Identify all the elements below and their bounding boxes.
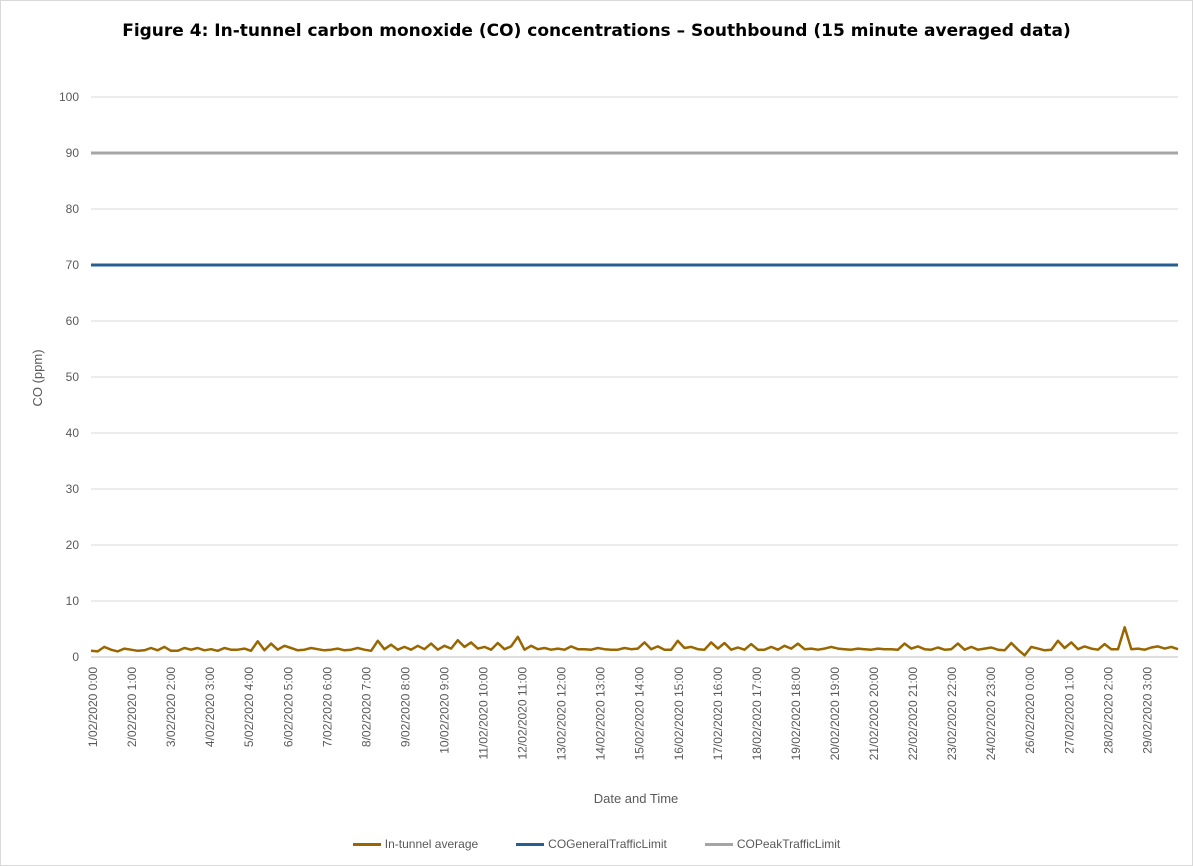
chart-title: Figure 4: In-tunnel carbon monoxide (CO)… [122, 21, 1071, 41]
x-tick-label: 20/02/2020 19:00 [828, 667, 842, 761]
x-tick-label: 26/02/2020 0:00 [1023, 667, 1037, 754]
x-tick-label: 9/02/2020 8:00 [398, 667, 412, 747]
x-tick-label: 21/02/2020 20:00 [867, 667, 881, 761]
x-tick-label: 14/02/2020 13:00 [594, 667, 608, 761]
legend-swatch [352, 842, 381, 846]
x-tick-label: 10/02/2020 9:00 [437, 667, 451, 754]
y-axis-title: CO (ppm) [30, 349, 45, 406]
x-tick-label: 29/02/2020 3:00 [1140, 667, 1154, 754]
x-tick-label: 8/02/2020 7:00 [359, 667, 373, 747]
legend: In-tunnel average COGeneralTrafficLimit CO… [1, 837, 1192, 851]
y-tick-label: 30 [66, 482, 80, 496]
y-tick-label: 60 [66, 314, 80, 328]
x-tick-label: 5/02/2020 4:00 [242, 667, 256, 747]
x-tick-label: 15/02/2020 14:00 [633, 667, 647, 761]
x-tick-label: 24/02/2020 23:00 [984, 667, 998, 761]
x-tick-label: 28/02/2020 2:00 [1101, 667, 1115, 754]
y-tick-label: 100 [59, 90, 79, 104]
legend-swatch [516, 842, 545, 846]
gridlines [91, 96, 1178, 658]
series-line-in-tunnel-average [90, 626, 1179, 657]
x-axis-title: Date and Time [594, 791, 679, 806]
x-tick-label: 22/02/2020 21:00 [906, 667, 920, 761]
legend-entry: COGeneralTrafficLimit [516, 837, 667, 851]
y-tick-label: 70 [66, 258, 80, 272]
x-tick-label: 2/02/2020 1:00 [125, 667, 139, 747]
x-tick-label: 16/02/2020 15:00 [672, 667, 686, 761]
x-tick-label: 13/02/2020 12:00 [555, 667, 569, 761]
series-lines [90, 151, 1179, 657]
x-tick-labels: 1/02/2020 0:00 2/02/2020 1:00 3/02/2020 2:… [86, 667, 1154, 761]
legend-entry: In-tunnel average [352, 837, 479, 851]
x-tick-label: 18/02/2020 17:00 [750, 667, 764, 761]
legend-entry: COPeakTrafficLimit [704, 837, 841, 851]
y-tick-labels: 0 10 20 30 40 50 60 70 80 90 100 [59, 90, 79, 664]
x-tick-label: 7/02/2020 6:00 [320, 667, 334, 747]
y-tick-label: 20 [66, 538, 80, 552]
x-tick-label: 23/02/2020 22:00 [945, 667, 959, 761]
y-tick-label: 40 [66, 426, 80, 440]
x-tick-label: 1/02/2020 0:00 [86, 667, 100, 747]
x-tick-label: 4/02/2020 3:00 [203, 667, 217, 747]
legend-label: COPeakTrafficLimit [736, 837, 841, 851]
x-tick-label: 3/02/2020 2:00 [164, 667, 178, 747]
y-tick-label: 50 [66, 370, 80, 384]
x-tick-label: 12/02/2020 11:00 [516, 667, 530, 760]
legend-label: COGeneralTrafficLimit [548, 837, 667, 851]
y-tick-label: 0 [72, 650, 79, 664]
x-tick-label: 11/02/2020 10:00 [477, 667, 491, 760]
x-tick-label: 19/02/2020 18:00 [789, 667, 803, 761]
y-tick-label: 90 [66, 146, 80, 160]
x-tick-label: 27/02/2020 1:00 [1062, 667, 1076, 754]
x-tick-label: 17/02/2020 16:00 [711, 667, 725, 761]
y-tick-label: 80 [66, 202, 80, 216]
x-tick-label: 6/02/2020 5:00 [281, 667, 295, 747]
y-tick-label: 10 [66, 594, 80, 608]
legend-label: In-tunnel average [384, 837, 479, 851]
legend-swatch [704, 842, 733, 846]
